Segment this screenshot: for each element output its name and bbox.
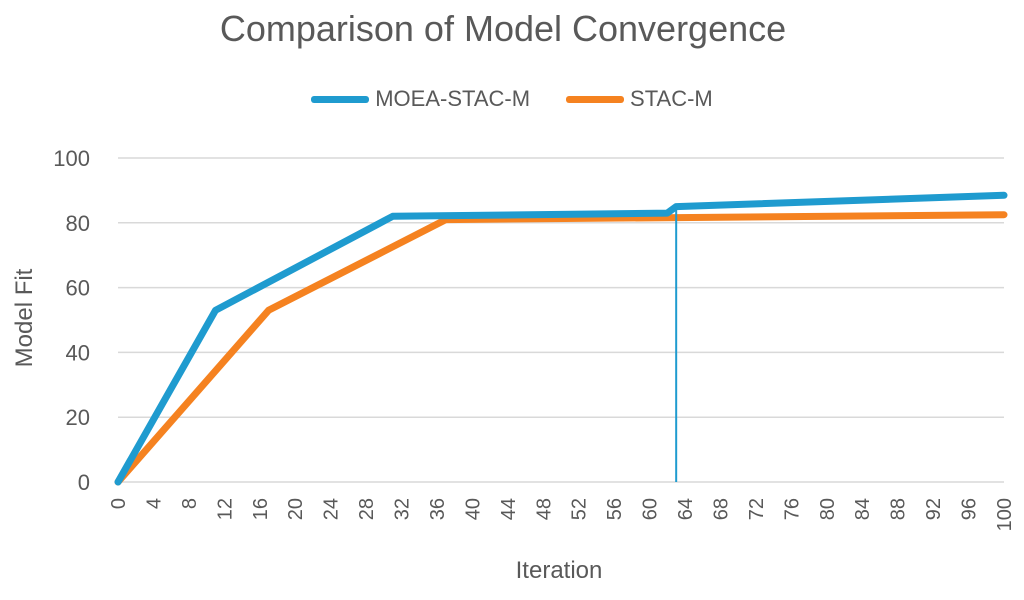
x-tick-label-88: 88	[888, 498, 910, 520]
x-tick-label-0: 0	[108, 498, 130, 509]
legend-swatch-stac-m	[566, 95, 625, 103]
y-tick-label-20: 20	[66, 405, 90, 430]
x-tick-label-80: 80	[817, 498, 839, 520]
x-tick-label-96: 96	[959, 498, 981, 520]
x-tick-label-12: 12	[214, 498, 236, 520]
series-line-stac-m	[114, 211, 1008, 486]
chart-title: Comparison of Model Convergence	[219, 8, 787, 49]
x-tick-label-92: 92	[923, 498, 945, 520]
x-tick-label-36: 36	[427, 498, 449, 520]
x-tick-label-84: 84	[852, 498, 874, 520]
x-tick-label-44: 44	[498, 498, 520, 520]
x-tick-label-72: 72	[746, 498, 768, 520]
legend-label-stac-m: STAC-M	[630, 86, 713, 111]
y-tick-label-40: 40	[66, 340, 90, 365]
y-tick-label-60: 60	[66, 276, 90, 301]
x-tick-label-40: 40	[462, 498, 484, 520]
x-tick-label-100: 100	[994, 498, 1016, 531]
x-tick-label-64: 64	[675, 498, 697, 520]
x-tick-label-32: 32	[392, 498, 414, 520]
x-tick-label-48: 48	[533, 498, 555, 520]
x-tick-label-28: 28	[356, 498, 378, 520]
x-tick-label-76: 76	[781, 498, 803, 520]
y-axis-title: Model Fit	[11, 268, 38, 367]
x-tick-label-4: 4	[143, 498, 165, 509]
x-tick-label-24: 24	[321, 498, 343, 520]
x-tick-label-8: 8	[179, 498, 201, 509]
x-axis-title: Iteration	[516, 557, 603, 584]
legend-item-moea-stac-m[interactable]: MOEA-STAC-M	[311, 86, 530, 112]
x-tick-label-68: 68	[710, 498, 732, 520]
x-tick-label-52: 52	[569, 498, 591, 520]
legend-item-stac-m[interactable]: STAC-M	[566, 86, 713, 112]
legend-swatch-moea-stac-m	[311, 95, 370, 103]
y-tick-label-0: 0	[78, 470, 90, 495]
x-tick-label-56: 56	[604, 498, 626, 520]
y-tick-label-80: 80	[66, 211, 90, 236]
x-tick-label-20: 20	[285, 498, 307, 520]
legend: MOEA-STAC-M STAC-M	[0, 86, 1024, 112]
series-line-moea-stac-m	[114, 191, 1008, 486]
y-tick-label-100: 100	[53, 146, 90, 171]
x-tick-label-60: 60	[640, 498, 662, 520]
legend-label-moea-stac-m: MOEA-STAC-M	[375, 86, 531, 111]
x-tick-label-16: 16	[250, 498, 272, 520]
